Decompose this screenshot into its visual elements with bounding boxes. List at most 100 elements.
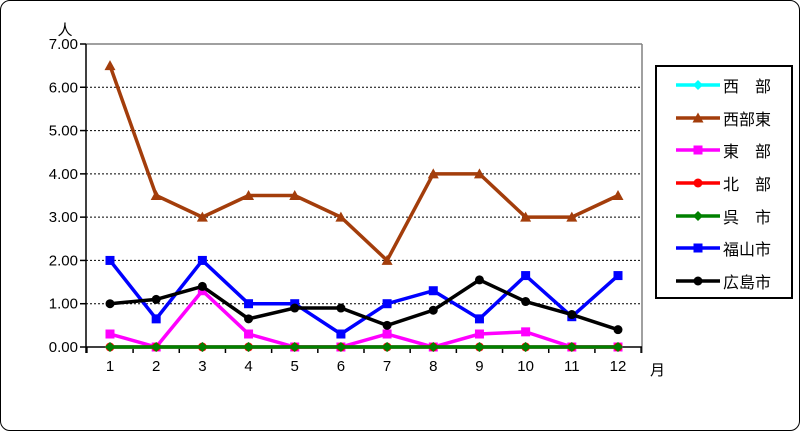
series-marker: [382, 320, 392, 330]
series-marker: [105, 299, 115, 309]
legend-label: 広島市: [723, 274, 772, 292]
series-marker: [612, 190, 624, 200]
legend-marker-shape: [692, 112, 704, 123]
series-marker: [335, 342, 346, 352]
series-marker: [244, 329, 254, 339]
series-marker: [381, 254, 393, 265]
series-marker: [151, 342, 162, 352]
x-tick-label: 8: [429, 358, 437, 375]
series-marker: [566, 211, 578, 222]
x-tick-label: 5: [291, 358, 299, 375]
series-marker: [566, 342, 577, 352]
legend-item: 広島市: [675, 264, 791, 297]
x-tick-label: 3: [198, 358, 206, 375]
y-tick-label: 3.00: [49, 209, 78, 226]
series-marker: [521, 327, 531, 337]
legend-label: 福山市: [723, 242, 772, 260]
series-line-7: [109, 277, 619, 332]
series-marker: [243, 342, 254, 352]
x-tick-label: 10: [517, 358, 534, 375]
legend-marker: [693, 243, 703, 253]
series-line-2: [108, 65, 619, 264]
series-marker: [197, 255, 207, 265]
legend-marker: [693, 145, 703, 155]
legend-marker-shape: [693, 80, 703, 91]
series-marker: [197, 342, 208, 352]
legend-marker: [693, 210, 703, 221]
y-tick-label: 5.00: [49, 123, 78, 140]
series-marker: [289, 342, 300, 352]
series-marker: [474, 342, 485, 352]
series-marker: [290, 303, 300, 313]
series-marker: [289, 190, 301, 200]
x-axis-unit-label: 月: [650, 362, 665, 379]
y-tick-label: 7.00: [49, 36, 78, 53]
series-marker: [427, 168, 439, 179]
x-tick-label: 11: [564, 358, 580, 375]
legend-item: 東 部: [675, 134, 791, 167]
series-marker: [613, 342, 623, 352]
legend-marker-shape: [693, 210, 703, 221]
legend-item: 福山市: [675, 232, 791, 265]
legend-marker-shape: [693, 178, 703, 188]
series-marker: [151, 314, 161, 324]
series-marker: [613, 271, 623, 281]
chart-legend: 西 部西部東東 部北 部呉 市福山市広島市: [655, 65, 793, 299]
series-marker: [428, 286, 438, 296]
series-marker: [105, 255, 115, 265]
legend-item: 西 部: [675, 69, 791, 102]
legend-item: 北 部: [675, 167, 791, 200]
legend-key-line: [676, 276, 720, 286]
legend-marker: [693, 80, 703, 91]
y-tick-label: 1.00: [49, 296, 78, 313]
series-marker: [567, 310, 577, 320]
series-marker: [104, 60, 116, 71]
y-tick-label: 0.00: [49, 339, 78, 356]
legend-label: 西部東: [723, 111, 772, 129]
series-marker: [335, 211, 347, 222]
legend-marker: [693, 276, 703, 286]
series-marker: [428, 305, 438, 315]
legend-item: 呉 市: [675, 199, 791, 232]
legend-marker: [692, 112, 704, 123]
legend-label: 西 部: [723, 79, 772, 97]
x-tick-label: 1: [106, 358, 114, 375]
series-marker: [197, 281, 207, 291]
series-marker: [105, 342, 115, 352]
series-marker: [150, 190, 162, 200]
legend-key-line: [676, 243, 720, 253]
series-marker: [243, 190, 255, 200]
legend-label: 呉 市: [723, 209, 772, 227]
series-marker: [473, 168, 485, 179]
legend-item: 西部東: [675, 102, 791, 135]
series-marker: [613, 325, 623, 335]
y-axis-unit-label: 人: [57, 22, 72, 39]
series-line-6: [108, 257, 620, 337]
x-tick-label: 2: [152, 358, 160, 375]
series-marker: [474, 329, 484, 339]
y-tick-label: 6.00: [49, 79, 78, 96]
x-tick-label: 6: [337, 358, 345, 375]
legend-label: 東 部: [723, 144, 772, 162]
series-marker: [382, 342, 393, 352]
chart-render-target: 0.001.002.003.004.005.006.007.001 2 3 4 5 6 7 8…: [49, 36, 643, 375]
x-tick-label: 12: [610, 358, 627, 375]
y-tick-label: 2.00: [49, 252, 78, 269]
series-marker: [151, 294, 161, 304]
series-marker: [428, 342, 439, 352]
legend-key-line: [676, 210, 720, 221]
legend-marker: [693, 178, 703, 188]
series-marker: [520, 211, 532, 222]
series-marker: [520, 342, 531, 352]
legend-key-line: [676, 145, 720, 155]
series-marker: [336, 329, 346, 339]
y-tick-label: 4.00: [49, 166, 78, 183]
series-marker: [105, 329, 115, 339]
legend-marker-shape: [693, 145, 703, 155]
series-marker: [521, 297, 531, 307]
series-marker: [382, 329, 392, 339]
series-marker: [196, 211, 208, 222]
legend-key-line: [676, 112, 720, 123]
